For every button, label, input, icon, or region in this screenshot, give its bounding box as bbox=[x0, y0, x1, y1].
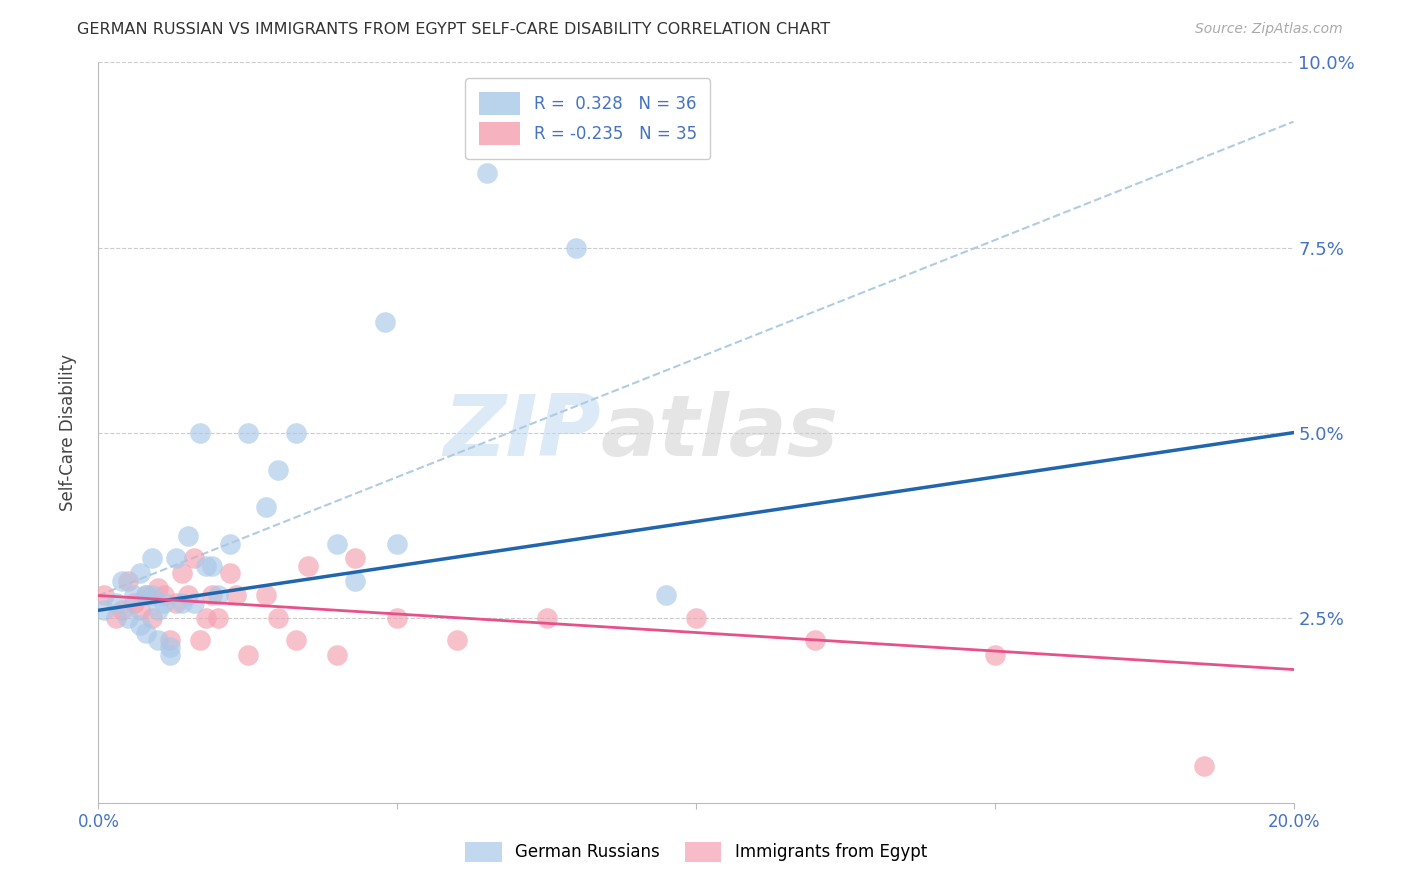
Point bbox=[135, 625, 157, 640]
Point bbox=[93, 589, 115, 603]
Point bbox=[1192, 758, 1215, 772]
Point bbox=[284, 425, 307, 440]
Point bbox=[153, 596, 176, 610]
Point bbox=[984, 648, 1007, 662]
Point bbox=[124, 589, 146, 603]
Point bbox=[267, 462, 290, 476]
Point bbox=[105, 610, 128, 624]
Point bbox=[385, 536, 409, 550]
Point bbox=[195, 558, 218, 573]
Point bbox=[254, 500, 277, 514]
Point bbox=[326, 536, 349, 550]
Point bbox=[135, 589, 157, 603]
Point bbox=[374, 314, 396, 328]
Point bbox=[177, 589, 200, 603]
Point bbox=[475, 166, 498, 180]
Point bbox=[129, 566, 152, 581]
Point bbox=[565, 240, 588, 255]
Point bbox=[188, 425, 211, 440]
Point bbox=[172, 596, 194, 610]
Point bbox=[141, 551, 163, 566]
Point bbox=[655, 589, 678, 603]
Point bbox=[685, 610, 707, 624]
Point bbox=[141, 610, 163, 624]
Point bbox=[446, 632, 468, 647]
Point bbox=[172, 566, 194, 581]
Point bbox=[201, 558, 224, 573]
Legend: German Russians, Immigrants from Egypt: German Russians, Immigrants from Egypt bbox=[458, 835, 934, 869]
Point bbox=[344, 574, 367, 588]
Text: Source: ZipAtlas.com: Source: ZipAtlas.com bbox=[1195, 22, 1343, 37]
Point bbox=[219, 566, 242, 581]
Point bbox=[326, 648, 349, 662]
Point bbox=[195, 610, 218, 624]
Point bbox=[159, 640, 181, 655]
Text: GERMAN RUSSIAN VS IMMIGRANTS FROM EGYPT SELF-CARE DISABILITY CORRELATION CHART: GERMAN RUSSIAN VS IMMIGRANTS FROM EGYPT … bbox=[77, 22, 831, 37]
Point bbox=[344, 551, 367, 566]
Text: ZIP: ZIP bbox=[443, 391, 600, 475]
Point bbox=[385, 610, 409, 624]
Point bbox=[225, 589, 247, 603]
Point bbox=[165, 596, 187, 610]
Point bbox=[536, 610, 558, 624]
Point bbox=[804, 632, 827, 647]
Point bbox=[124, 596, 146, 610]
Point bbox=[135, 589, 157, 603]
Point bbox=[236, 648, 259, 662]
Point bbox=[111, 574, 134, 588]
Point bbox=[159, 648, 181, 662]
Point bbox=[219, 536, 242, 550]
Text: atlas: atlas bbox=[600, 391, 838, 475]
Point bbox=[129, 603, 152, 617]
Point bbox=[297, 558, 319, 573]
Point bbox=[183, 551, 205, 566]
Point bbox=[159, 632, 181, 647]
Point bbox=[177, 529, 200, 543]
Point bbox=[141, 589, 163, 603]
Point bbox=[129, 618, 152, 632]
Point bbox=[117, 574, 139, 588]
Point bbox=[148, 632, 170, 647]
Point bbox=[153, 589, 176, 603]
Point bbox=[93, 603, 115, 617]
Point bbox=[111, 603, 134, 617]
Point bbox=[148, 581, 170, 595]
Point bbox=[207, 610, 229, 624]
Point bbox=[284, 632, 307, 647]
Point bbox=[117, 610, 139, 624]
Point bbox=[267, 610, 290, 624]
Point bbox=[254, 589, 277, 603]
Point bbox=[183, 596, 205, 610]
Point bbox=[165, 551, 187, 566]
Point bbox=[188, 632, 211, 647]
Point bbox=[148, 603, 170, 617]
Point bbox=[105, 596, 128, 610]
Point bbox=[207, 589, 229, 603]
Point bbox=[236, 425, 259, 440]
Y-axis label: Self-Care Disability: Self-Care Disability bbox=[59, 354, 77, 511]
Point bbox=[201, 589, 224, 603]
